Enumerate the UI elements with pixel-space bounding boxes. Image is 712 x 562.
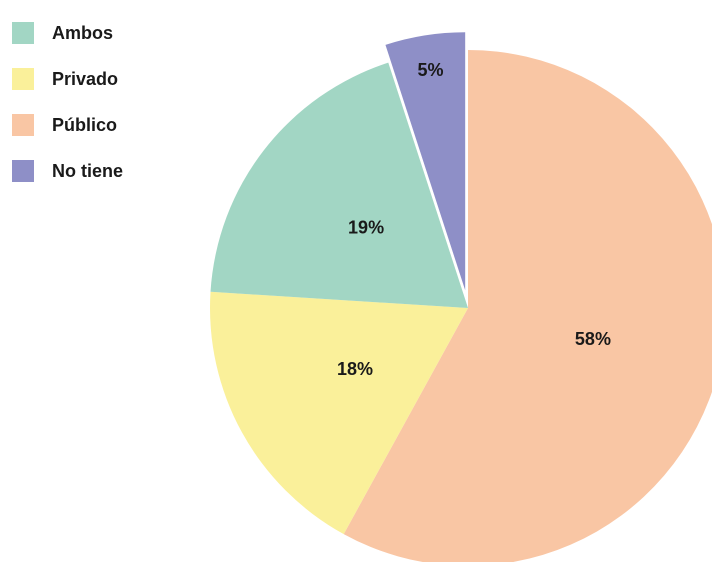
legend-item-no-tiene: No tiene [12, 148, 123, 194]
pie-slice-p-blico [343, 50, 712, 562]
pie-slice-no-tiene [385, 32, 466, 291]
legend-label-no-tiene: No tiene [52, 160, 124, 181]
legend-item-ambos: Ambos [12, 10, 123, 56]
pie-slice-privado [210, 291, 469, 535]
slice-label-p-blico: 58% [575, 329, 611, 349]
pie-slice-ambos [210, 62, 469, 309]
legend-label-ambos: Ambos [52, 22, 114, 43]
legend-swatch-ambos [12, 22, 34, 44]
slice-label-no-tiene: 5% [417, 60, 443, 80]
slice-label-privado: 18% [337, 359, 373, 379]
chart-legend: Ambos Privado Público No tiene [12, 10, 123, 194]
legend-item-privado: Privado [12, 56, 123, 102]
legend-item-publico: Público [12, 102, 123, 148]
legend-label-privado: Privado [52, 68, 119, 89]
legend-label-publico: Público [52, 114, 118, 135]
legend-swatch-privado [12, 68, 34, 90]
legend-swatch-publico [12, 114, 34, 136]
legend-swatch-no-tiene [12, 160, 34, 182]
slice-label-ambos: 19% [348, 218, 384, 238]
